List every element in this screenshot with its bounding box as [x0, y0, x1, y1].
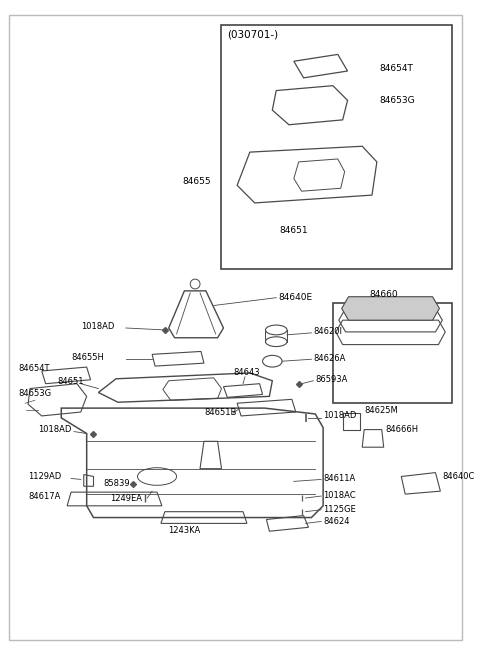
Text: 84651B: 84651B [204, 409, 236, 417]
Text: 84651: 84651 [279, 226, 308, 234]
Text: 84655: 84655 [182, 177, 211, 186]
Text: 1018AD: 1018AD [81, 322, 114, 331]
Text: 84640C: 84640C [443, 472, 475, 481]
Text: 84654T: 84654T [18, 364, 50, 373]
Text: 1243KA: 1243KA [168, 526, 201, 534]
Text: 1018AC: 1018AC [323, 491, 356, 500]
Text: 84617A: 84617A [28, 491, 60, 500]
Text: 84653G: 84653G [380, 96, 415, 105]
Text: 86593A: 86593A [315, 375, 348, 384]
Text: 84654T: 84654T [380, 64, 414, 73]
Text: 84660: 84660 [370, 290, 398, 299]
Text: (030701-): (030701-) [228, 30, 278, 40]
Text: 84655H: 84655H [71, 353, 104, 362]
Bar [333, 303, 452, 403]
Text: 85839: 85839 [103, 479, 130, 488]
Text: 1129AD: 1129AD [28, 472, 61, 481]
Text: 84653G: 84653G [18, 389, 51, 398]
Text: 1018AD: 1018AD [323, 411, 357, 421]
Text: 84611A: 84611A [323, 474, 355, 483]
Text: 84643: 84643 [233, 368, 260, 377]
Text: 84640E: 84640E [278, 293, 312, 302]
Text: 84651: 84651 [58, 377, 84, 386]
Text: 84624: 84624 [323, 517, 349, 526]
Text: 1249EA: 1249EA [110, 495, 142, 504]
Text: 84625M: 84625M [364, 405, 398, 415]
Text: 84626A: 84626A [313, 354, 346, 363]
Text: 1125GE: 1125GE [323, 505, 356, 514]
Text: 1018AD: 1018AD [38, 425, 71, 434]
Text: 84620I: 84620I [313, 328, 342, 337]
Polygon shape [342, 297, 439, 320]
Text: 84666H: 84666H [385, 425, 419, 434]
Bar [220, 25, 452, 269]
